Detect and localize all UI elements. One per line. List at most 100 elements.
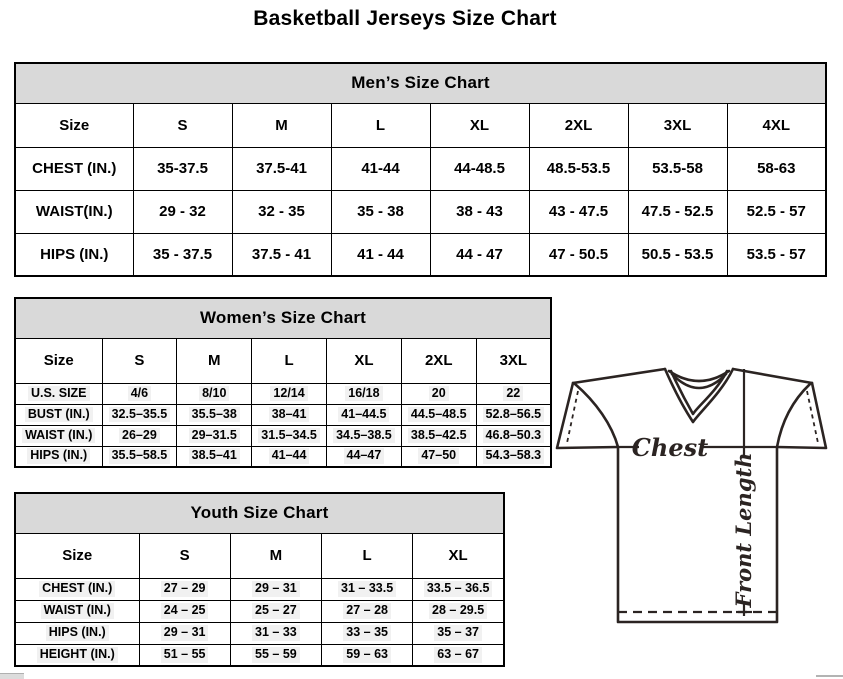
col-header: 3XL xyxy=(475,337,552,384)
cell: 54.3–58.3 xyxy=(475,445,552,468)
cell: 47 - 50.5 xyxy=(528,232,629,277)
cell: 33.5 – 36.5 xyxy=(412,577,505,601)
row-label: HIPS (IN.) xyxy=(14,621,140,645)
mens-table-title: Men’s Size Chart xyxy=(14,62,827,104)
cell: 16/18 xyxy=(325,382,402,405)
cell: 46.8–50.3 xyxy=(475,424,552,447)
womens-us-size-row: U.S. SIZE 4/6 8/10 12/14 16/18 20 22 xyxy=(14,382,552,405)
cell: 47–50 xyxy=(400,445,477,468)
cell: 27 – 29 xyxy=(138,577,231,601)
cell: 43 - 47.5 xyxy=(528,189,629,234)
jersey-right-sleeve xyxy=(775,381,828,450)
cell: 41–44.5 xyxy=(325,403,402,426)
cell: 53.5 - 57 xyxy=(726,232,827,277)
row-label: HIPS (IN.) xyxy=(14,232,134,277)
horizontal-scrollbar-fragment-left[interactable] xyxy=(0,673,24,679)
cell: 41 - 44 xyxy=(330,232,431,277)
jersey-left-armhole-seam xyxy=(573,382,620,449)
cell: 47.5 - 52.5 xyxy=(627,189,728,234)
cell: 63 – 67 xyxy=(412,643,505,667)
col-header: Size xyxy=(14,102,134,148)
jersey-right-shoulder xyxy=(731,367,814,385)
jersey-vneck-outer xyxy=(663,367,735,424)
cell: 35.5–58.5 xyxy=(101,445,178,468)
cell: 29 - 32 xyxy=(132,189,233,234)
cell: 35.5–38 xyxy=(176,403,253,426)
womens-column-header-row: Size S M L XL 2XL 3XL xyxy=(14,337,552,384)
cell: 27 – 28 xyxy=(320,599,414,623)
cell: 52.5 - 57 xyxy=(726,189,827,234)
col-header: XL xyxy=(412,532,505,579)
cell: 38 - 43 xyxy=(429,189,530,234)
womens-table-header-band: Women’s Size Chart xyxy=(14,297,552,339)
page-title: Basketball Jerseys Size Chart xyxy=(253,7,557,30)
youth-table-title: Youth Size Chart xyxy=(14,492,505,534)
cell: 38.5–42.5 xyxy=(400,424,477,447)
cell: 31 – 33 xyxy=(229,621,323,645)
cell: 59 – 63 xyxy=(320,643,414,667)
col-header: S xyxy=(101,337,178,384)
cell: 34.5–38.5 xyxy=(325,424,402,447)
youth-size-table: Youth Size Chart Size S M L XL CHEST (IN… xyxy=(14,492,505,667)
row-label: CHEST (IN.) xyxy=(14,146,134,191)
col-header: S xyxy=(138,532,231,579)
row-label: HEIGHT (IN.) xyxy=(14,643,140,667)
womens-size-table: Women’s Size Chart Size S M L XL 2XL 3XL… xyxy=(14,297,552,468)
cell: 37.5 - 41 xyxy=(231,232,332,277)
row-label: WAIST(IN.) xyxy=(14,189,134,234)
cell: 25 – 27 xyxy=(229,599,323,623)
youth-column-header-row: Size S M L XL xyxy=(14,532,505,579)
youth-table-header-band: Youth Size Chart xyxy=(14,492,505,534)
cell: 38–41 xyxy=(251,403,327,426)
cell: 53.5-58 xyxy=(627,146,728,191)
cell: 51 – 55 xyxy=(138,643,231,667)
cell: 32.5–35.5 xyxy=(101,403,178,426)
col-header: L xyxy=(251,337,327,384)
cell: 44.5–48.5 xyxy=(400,403,477,426)
cell: 32 - 35 xyxy=(231,189,332,234)
cell: 35 - 38 xyxy=(330,189,431,234)
jersey-left-sleeve xyxy=(555,381,620,450)
cell: 12/14 xyxy=(251,382,327,405)
cell: 37.5-41 xyxy=(231,146,332,191)
cell: 35-37.5 xyxy=(132,146,233,191)
cell: 48.5-53.5 xyxy=(528,146,629,191)
col-header: 4XL xyxy=(726,102,827,148)
youth-chest-row: CHEST (IN.) 27 – 29 29 – 31 31 – 33.5 33… xyxy=(14,577,505,601)
row-label: BUST (IN.) xyxy=(14,403,103,426)
cell: 4/6 xyxy=(101,382,178,405)
cell: 26–29 xyxy=(101,424,178,447)
jersey-left-cuff-dashes xyxy=(566,390,579,444)
youth-hips-row: HIPS (IN.) 29 – 31 31 – 33 33 – 35 35 – … xyxy=(14,621,505,645)
cell: 58-63 xyxy=(726,146,827,191)
col-header: M xyxy=(176,337,253,384)
mens-waist-row: WAIST(IN.) 29 - 32 32 - 35 35 - 38 38 - … xyxy=(14,189,827,234)
jersey-body-outline xyxy=(616,445,779,624)
cell: 44 - 47 xyxy=(429,232,530,277)
jersey-left-shoulder xyxy=(571,367,667,385)
row-label: U.S. SIZE xyxy=(14,382,103,405)
row-label: CHEST (IN.) xyxy=(14,577,140,601)
cell: 44–47 xyxy=(325,445,402,468)
cell: 8/10 xyxy=(176,382,253,405)
col-header: XL xyxy=(429,102,530,148)
col-header: 3XL xyxy=(627,102,728,148)
womens-bust-row: BUST (IN.) 32.5–35.5 35.5–38 38–41 41–44… xyxy=(14,403,552,426)
cell: 29 – 31 xyxy=(138,621,231,645)
col-header: Size xyxy=(14,337,103,384)
mens-column-header-row: Size S M L XL 2XL 3XL 4XL xyxy=(14,102,827,148)
horizontal-scrollbar-fragment-right[interactable] xyxy=(816,675,843,677)
jersey-collar-back-arc-outer xyxy=(667,369,731,383)
col-header: M xyxy=(229,532,323,579)
col-header: L xyxy=(330,102,431,148)
col-header: 2XL xyxy=(528,102,629,148)
chest-label: Chest xyxy=(632,433,708,462)
cell: 41-44 xyxy=(330,146,431,191)
mens-chest-row: CHEST (IN.) 35-37.5 37.5-41 41-44 44-48.… xyxy=(14,146,827,191)
col-header: Size xyxy=(14,532,140,579)
cell: 29–31.5 xyxy=(176,424,253,447)
row-label: WAIST (IN.) xyxy=(14,599,140,623)
mens-size-table: Men’s Size Chart Size S M L XL 2XL 3XL 4… xyxy=(14,62,827,277)
cell: 52.8–56.5 xyxy=(475,403,552,426)
